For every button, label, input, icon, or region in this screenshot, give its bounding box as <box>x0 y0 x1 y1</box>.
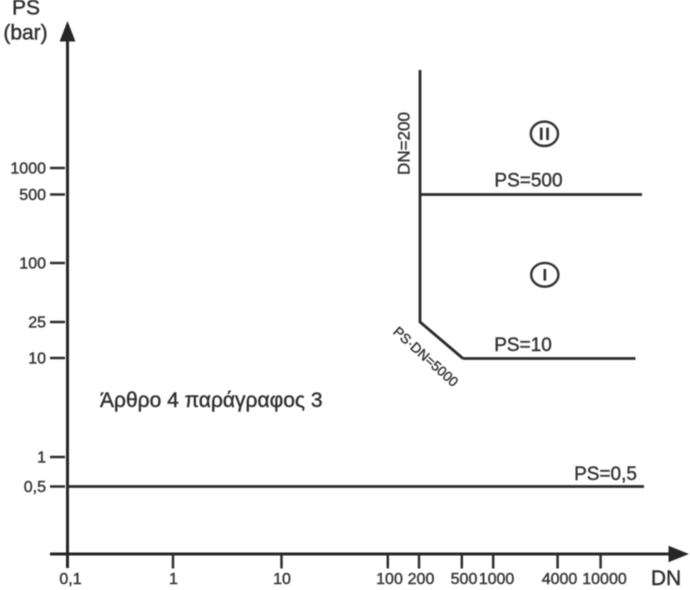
svg-text:1000: 1000 <box>10 161 46 178</box>
svg-text:500: 500 <box>451 571 478 588</box>
svg-text:1: 1 <box>37 450 46 467</box>
svg-text:100: 100 <box>19 256 46 273</box>
svg-text:25: 25 <box>28 315 46 332</box>
svg-text:(bar): (bar) <box>3 22 47 45</box>
svg-text:200: 200 <box>408 571 435 588</box>
svg-text:10: 10 <box>28 351 46 368</box>
svg-text:1: 1 <box>169 571 178 588</box>
svg-text:PS=10: PS=10 <box>494 335 552 356</box>
svg-text:10: 10 <box>273 571 291 588</box>
svg-text:0,1: 0,1 <box>59 571 81 588</box>
svg-text:100: 100 <box>376 571 403 588</box>
svg-text:PS=500: PS=500 <box>494 171 562 192</box>
svg-text:0,5: 0,5 <box>24 479 46 496</box>
svg-text:500: 500 <box>19 187 46 204</box>
svg-text:PS=0,5: PS=0,5 <box>574 464 637 485</box>
svg-text:DN: DN <box>651 567 681 590</box>
svg-text:4000: 4000 <box>542 571 578 588</box>
svg-text:Άρθρο 4 παράγραφος 3: Άρθρο 4 παράγραφος 3 <box>100 389 323 412</box>
svg-text:PS: PS <box>12 0 40 20</box>
svg-text:DN=200: DN=200 <box>395 112 414 175</box>
svg-text:1000: 1000 <box>479 571 515 588</box>
svg-text:10000: 10000 <box>582 571 627 588</box>
